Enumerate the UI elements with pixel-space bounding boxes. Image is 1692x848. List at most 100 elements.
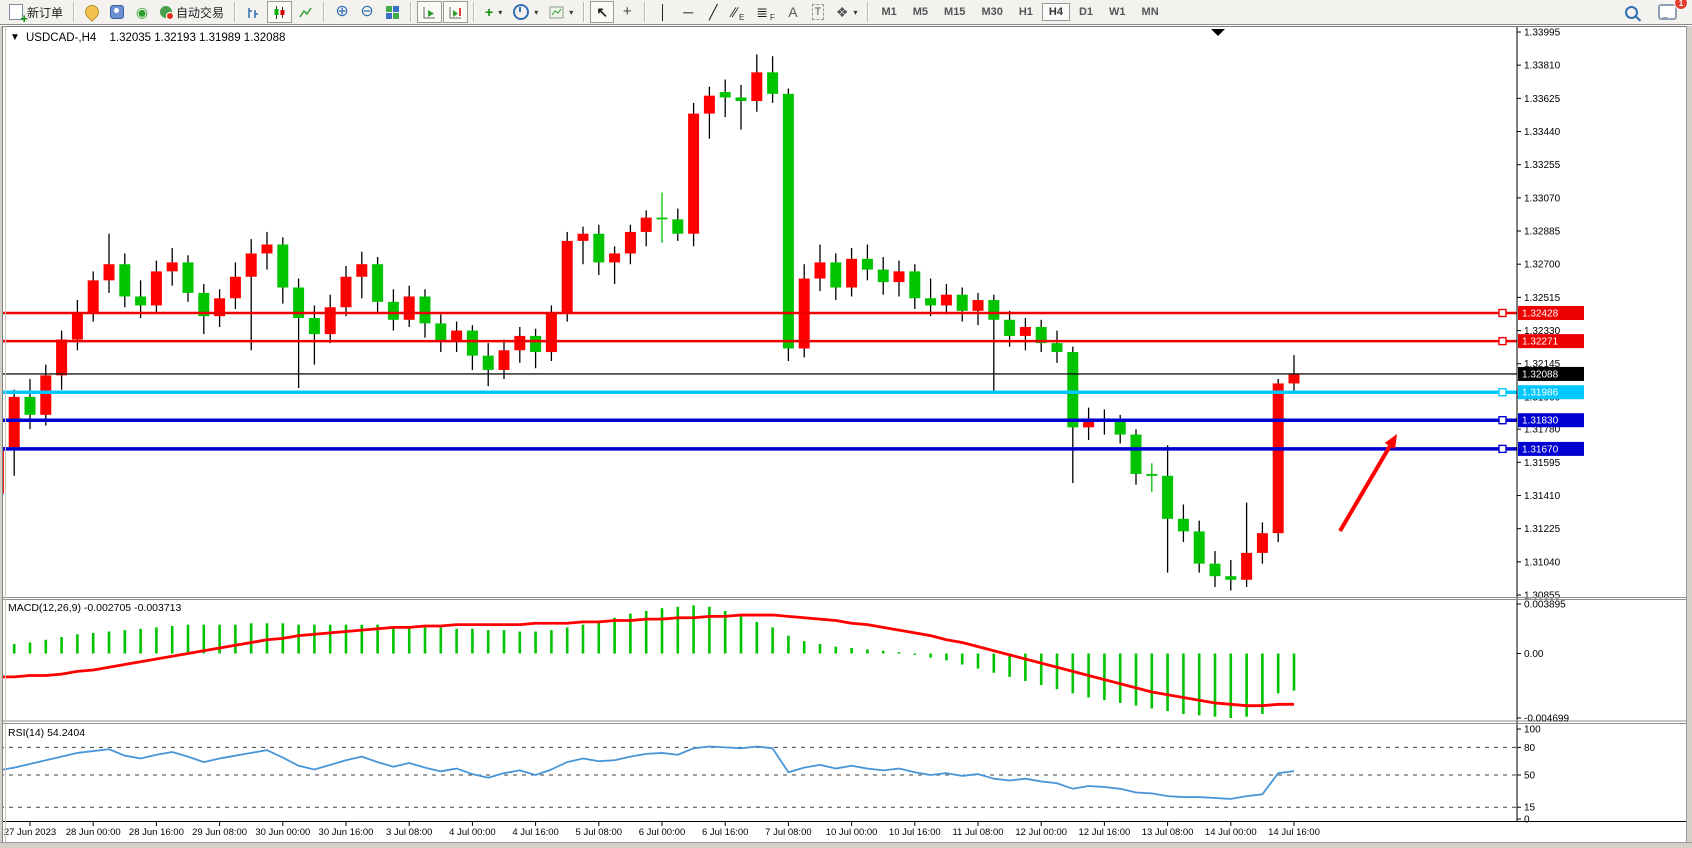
vertical-line-tool-button[interactable]: │ <box>651 1 675 23</box>
signal-icon: ◉ <box>135 4 149 20</box>
svg-text:USDCAD-,H4 1.32035 1.3: USDCAD-,H4 1.32035 1.32193 1.31989 1.320… <box>26 32 285 44</box>
candle-body <box>656 217 668 220</box>
tile-windows-button[interactable] <box>380 1 405 23</box>
auto-trading-button[interactable]: 自动交易 <box>155 1 229 23</box>
separator <box>867 2 870 22</box>
vertical-line-icon: │ <box>658 4 668 20</box>
trend-arrow[interactable] <box>1338 445 1392 533</box>
candle-body <box>956 294 968 311</box>
candle-body <box>261 244 273 254</box>
zoom-in-icon: ⊕ <box>335 3 349 20</box>
candle-body <box>403 296 415 320</box>
candle-body <box>530 335 542 353</box>
time-axis-label: 6 Jul 16:00 <box>702 827 748 838</box>
signal-button[interactable]: ◉ <box>130 1 154 23</box>
candle-body <box>56 339 68 376</box>
candle-body <box>577 233 589 241</box>
toolbar-right-group: 1 <box>1619 0 1688 23</box>
price-axis-tick-label: 1.32700 <box>1524 260 1561 271</box>
time-axis-label: 28 Jun 16:00 <box>129 827 184 838</box>
shapes-tool-button[interactable]: ❖ ▾ <box>831 1 863 23</box>
channel-tool-button[interactable]: ∕∕ E <box>732 4 745 22</box>
periods-button[interactable]: ▾ <box>508 1 543 23</box>
timeframe-M5[interactable]: M5 <box>912 6 929 18</box>
zoom-in-button[interactable]: ⊕ <box>330 1 354 23</box>
fibonacci-tool-button[interactable]: ≣ F <box>756 4 775 22</box>
line-chart-button[interactable] <box>293 1 318 23</box>
price-axis-tick-label: 1.32330 <box>1524 326 1561 337</box>
time-axis-label: 30 Jun 16:00 <box>319 827 374 838</box>
timeframe-W1[interactable]: W1 <box>1109 6 1126 18</box>
candle-body <box>214 298 226 317</box>
candle-body <box>1241 552 1253 580</box>
candle-body <box>1288 373 1300 384</box>
candle-body <box>451 330 463 342</box>
templates-button[interactable]: ▾ <box>544 1 578 23</box>
timeframe-M1[interactable]: M1 <box>881 6 897 18</box>
chart-shift-marker[interactable] <box>1211 29 1225 36</box>
symbol-dropdown-icon[interactable]: ▼ <box>10 32 20 43</box>
candle-body <box>861 258 873 270</box>
price-axis-tick-label: 1.31225 <box>1524 524 1561 535</box>
candle-body <box>356 264 368 277</box>
separator <box>583 2 586 22</box>
zoom-out-button[interactable]: ⊖ <box>355 1 379 23</box>
timeframe-M15[interactable]: M15 <box>944 6 966 18</box>
candle-body <box>166 262 178 272</box>
label-tool-button[interactable]: T <box>806 1 830 23</box>
indicators-button[interactable]: + ▾ <box>480 1 507 23</box>
time-axis-label: 4 Jul 00:00 <box>449 827 495 838</box>
cursor-icon: ↖ <box>596 4 609 20</box>
candle-body <box>182 262 194 293</box>
notifications-button[interactable]: 1 <box>1653 0 1688 23</box>
timeframe-D1[interactable]: D1 <box>1078 6 1094 18</box>
search-button[interactable] <box>1619 1 1643 23</box>
price-axis-tick-label: 1.31780 <box>1524 425 1561 436</box>
candle-body <box>277 244 289 288</box>
price-line-badge <box>1518 413 1584 428</box>
horizontal-line-tool-button[interactable]: ─ <box>676 1 700 23</box>
crosshair-tool-button[interactable]: + <box>615 1 639 23</box>
candlestick-chart-button[interactable] <box>267 1 293 23</box>
timeframe-MN[interactable]: MN <box>1141 6 1159 18</box>
candle-body <box>1035 326 1047 344</box>
timeframe-H1[interactable]: H1 <box>1018 6 1033 18</box>
timeframe-H4[interactable]: H4 <box>1041 3 1070 21</box>
candle-body <box>40 375 52 415</box>
macd-axis-label: 0.00 <box>1524 649 1544 660</box>
rsi-level-label: 0 <box>1524 815 1530 826</box>
cursor-tool-button[interactable]: ↖ <box>590 1 615 23</box>
profile-button[interactable] <box>105 1 129 23</box>
candle-body <box>119 264 131 297</box>
price-line-badge-label: 1.32088 <box>1522 369 1559 380</box>
line-endpoint-marker <box>1498 336 1507 346</box>
candle-body <box>988 300 1000 320</box>
candle-body <box>245 253 257 277</box>
candle-body <box>514 335 526 351</box>
chart-shift-button[interactable] <box>443 1 469 23</box>
trendline-tool-button[interactable]: ╱ <box>701 1 725 23</box>
auto-scroll-button[interactable] <box>417 1 443 23</box>
text-tool-button[interactable]: A <box>781 1 805 23</box>
alerts-button[interactable] <box>80 1 104 23</box>
macd-axis-label: -0.004699 <box>1524 714 1569 725</box>
timeframe-M30[interactable]: M30 <box>981 6 1003 18</box>
time-axis-label: 27 Jun 2023 <box>4 827 56 838</box>
notification-badge: 1 <box>1674 0 1688 10</box>
price-line-badge-label: 1.31670 <box>1522 444 1559 455</box>
bar-chart-button[interactable] <box>241 1 266 23</box>
time-axis-label: 6 Jul 00:00 <box>639 827 685 838</box>
time-axis-label: 4 Jul 16:00 <box>512 827 558 838</box>
price-axis-tick-label: 1.33810 <box>1524 61 1561 72</box>
chart-title: ▼ USDCAD-,H4 1.32035 1.32193 1.31989 1.3… <box>10 32 285 44</box>
bar-chart-icon <box>248 7 259 18</box>
new-order-button[interactable]: 新订单 <box>4 1 68 26</box>
candle-body <box>1146 473 1158 476</box>
candle-body <box>435 323 447 342</box>
candle-body <box>1130 434 1142 474</box>
separator <box>644 2 647 22</box>
price-line-badge <box>1518 305 1584 320</box>
line-chart-icon <box>299 7 312 17</box>
